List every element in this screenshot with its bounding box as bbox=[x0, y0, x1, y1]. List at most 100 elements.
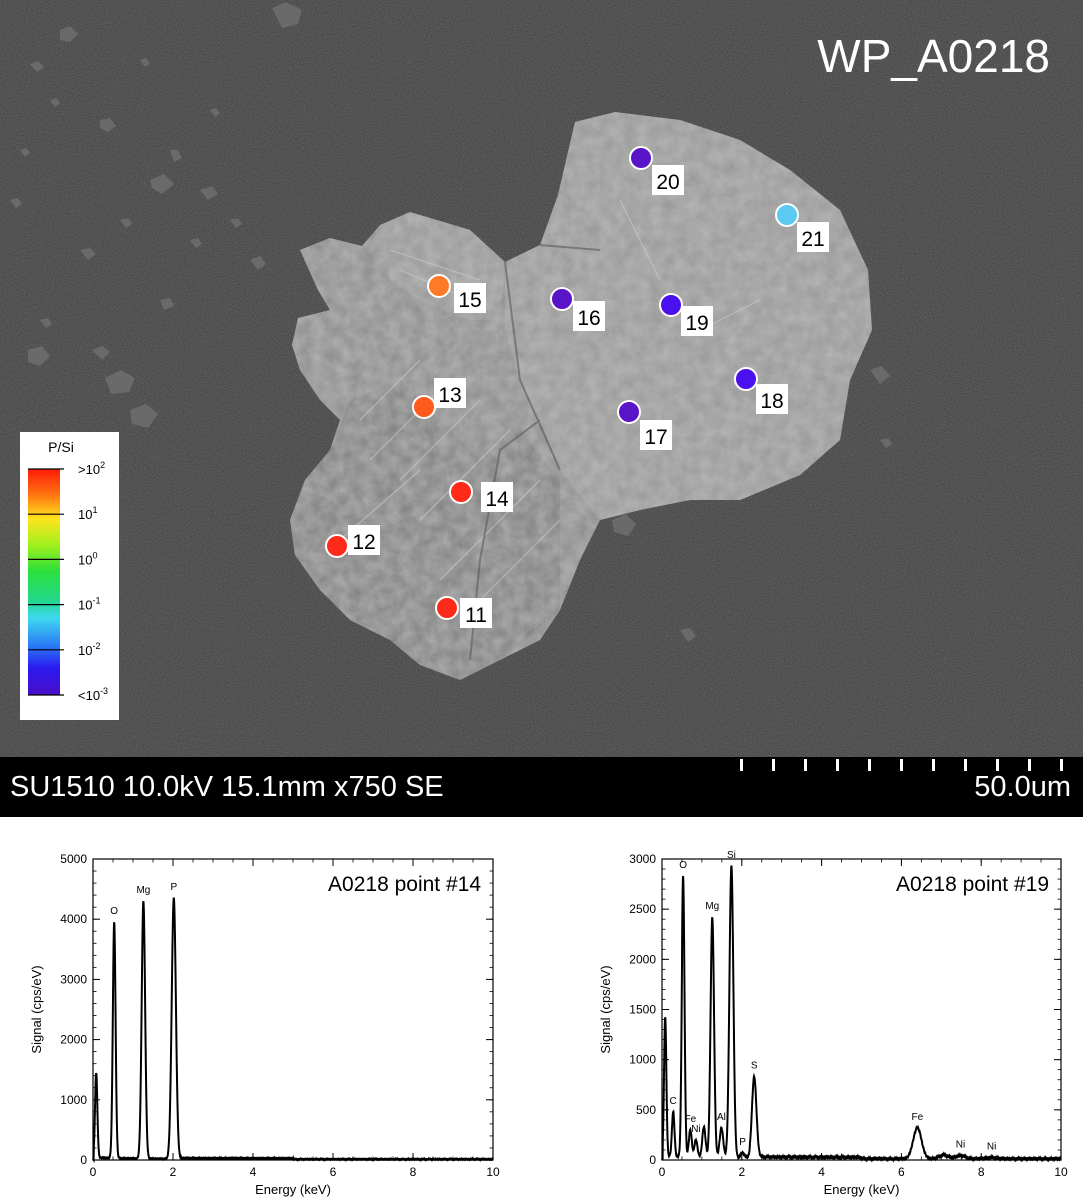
point-label-bg bbox=[454, 283, 486, 313]
colorbar-label: >102 bbox=[78, 460, 105, 477]
y-tick-label: 5000 bbox=[60, 852, 87, 866]
point-label-bg bbox=[481, 482, 513, 512]
y-tick-label: 1500 bbox=[629, 1003, 656, 1017]
y-tick-label: 2000 bbox=[629, 952, 656, 966]
colorbar-title: P/Si bbox=[48, 439, 74, 455]
x-tick-label: 6 bbox=[898, 1165, 905, 1179]
x-tick-label: 2 bbox=[738, 1165, 745, 1179]
point-marker[interactable] bbox=[412, 395, 436, 419]
chart-title: A0218 point #14 bbox=[328, 873, 481, 896]
y-tick-label: 0 bbox=[649, 1153, 656, 1167]
point-11[interactable]: 11 bbox=[435, 596, 492, 628]
point-marker[interactable] bbox=[629, 146, 653, 170]
point-label: 17 bbox=[644, 426, 667, 449]
colorbar-label: 10-1 bbox=[78, 596, 100, 613]
point-marker[interactable] bbox=[617, 400, 641, 424]
point-label: 11 bbox=[465, 604, 487, 627]
sem-info-bar: SU1510 10.0kV 15.1mm x750 SE 50.0um bbox=[0, 757, 1083, 817]
point-marker[interactable] bbox=[734, 367, 758, 391]
peak-label: Ni bbox=[987, 1141, 996, 1152]
peak-label: Ni bbox=[956, 1139, 965, 1150]
point-16[interactable]: 16 bbox=[550, 287, 605, 331]
peak-label: Mg bbox=[136, 885, 150, 896]
colorbar-gradient bbox=[28, 469, 60, 695]
point-label: 13 bbox=[438, 384, 461, 407]
point-marker[interactable] bbox=[775, 203, 799, 227]
scale-tick bbox=[804, 759, 807, 771]
colorbar-label: <10-3 bbox=[78, 686, 108, 703]
colorbar-label: 100 bbox=[78, 550, 97, 567]
y-tick-label: 2500 bbox=[629, 902, 656, 916]
spectrum-line bbox=[661, 865, 1062, 1163]
scale-tick bbox=[1028, 759, 1031, 771]
peak-label: Si bbox=[727, 850, 736, 861]
scale-bar-label: 50.0um bbox=[974, 771, 1071, 803]
colorbar-label: 10-2 bbox=[78, 641, 100, 658]
point-21[interactable]: 21 bbox=[775, 203, 829, 252]
point-label: 16 bbox=[577, 307, 600, 330]
point-15[interactable]: 15 bbox=[427, 274, 486, 313]
scale-tick bbox=[836, 759, 839, 771]
point-marker[interactable] bbox=[550, 287, 574, 311]
x-tick-label: 10 bbox=[1054, 1165, 1068, 1179]
point-label-bg bbox=[573, 301, 605, 331]
scale-tick bbox=[932, 759, 935, 771]
x-tick-label: 4 bbox=[818, 1165, 825, 1179]
x-tick-label: 4 bbox=[250, 1165, 257, 1179]
y-tick-label: 2000 bbox=[60, 1033, 87, 1047]
point-marker[interactable] bbox=[435, 596, 459, 620]
scale-tick bbox=[868, 759, 871, 771]
point-label-bg bbox=[681, 306, 713, 336]
point-label-bg bbox=[348, 525, 380, 555]
point-label-bg bbox=[797, 222, 829, 252]
point-marker[interactable] bbox=[427, 274, 451, 298]
peak-label: S bbox=[751, 1061, 758, 1072]
x-tick-label: 2 bbox=[170, 1165, 177, 1179]
x-tick-label: 0 bbox=[90, 1165, 97, 1179]
peak-label: Fe bbox=[684, 1114, 696, 1125]
scale-tick bbox=[900, 759, 903, 771]
peak-label: Fe bbox=[912, 1112, 924, 1123]
y-tick-label: 500 bbox=[636, 1103, 656, 1117]
x-tick-label: 6 bbox=[330, 1165, 337, 1179]
y-tick-label: 4000 bbox=[60, 912, 87, 926]
point-13[interactable]: 13 bbox=[412, 378, 466, 419]
point-label-bg bbox=[756, 384, 788, 414]
x-tick-label: 8 bbox=[410, 1165, 417, 1179]
peak-label: O bbox=[679, 860, 687, 871]
scale-tick bbox=[996, 759, 999, 771]
point-18[interactable]: 18 bbox=[734, 367, 788, 414]
point-marker[interactable] bbox=[449, 480, 473, 504]
colorbar-label: 101 bbox=[78, 505, 97, 522]
x-tick-label: 10 bbox=[486, 1165, 500, 1179]
x-axis-label: Energy (keV) bbox=[824, 1182, 900, 1197]
y-tick-label: 1000 bbox=[60, 1093, 87, 1107]
sem-micrograph: WP_A0218 P/Si >102 101 100 10-1 10-2 <10-3 11… bbox=[0, 0, 1083, 757]
point-marker[interactable] bbox=[325, 534, 349, 558]
instrument-settings: SU1510 10.0kV 15.1mm x750 SE bbox=[10, 771, 444, 803]
point-label: 19 bbox=[685, 312, 708, 335]
y-tick-label: 0 bbox=[80, 1153, 87, 1167]
point-label-bg bbox=[434, 378, 466, 408]
scale-bar bbox=[740, 759, 1063, 771]
peak-label: P bbox=[739, 1137, 746, 1148]
point-label: 18 bbox=[760, 390, 783, 413]
point-14[interactable]: 14 bbox=[449, 480, 513, 512]
peak-label: Al bbox=[717, 1112, 726, 1123]
point-label: 14 bbox=[485, 488, 509, 511]
image-title: WP_A0218 bbox=[817, 30, 1050, 82]
point-label: 15 bbox=[458, 289, 481, 312]
point-label: 20 bbox=[656, 171, 679, 194]
scale-tick bbox=[740, 759, 743, 771]
point-20[interactable]: 20 bbox=[629, 146, 684, 195]
y-tick-label: 1000 bbox=[629, 1053, 656, 1067]
point-19[interactable]: 19 bbox=[659, 293, 713, 336]
point-12[interactable]: 12 bbox=[325, 525, 380, 558]
peak-label: P bbox=[170, 882, 177, 893]
point-marker[interactable] bbox=[659, 293, 683, 317]
peak-label: Ni bbox=[691, 1124, 700, 1135]
spectrum-line bbox=[92, 897, 494, 1164]
spectrum-chart-point-19: 0 2 4 6 8 10 0 500 1000 1500 2000 2500 3000 Energy (k… bbox=[598, 850, 1068, 1197]
point-17[interactable]: 17 bbox=[617, 400, 672, 450]
peak-label: O bbox=[110, 906, 118, 917]
